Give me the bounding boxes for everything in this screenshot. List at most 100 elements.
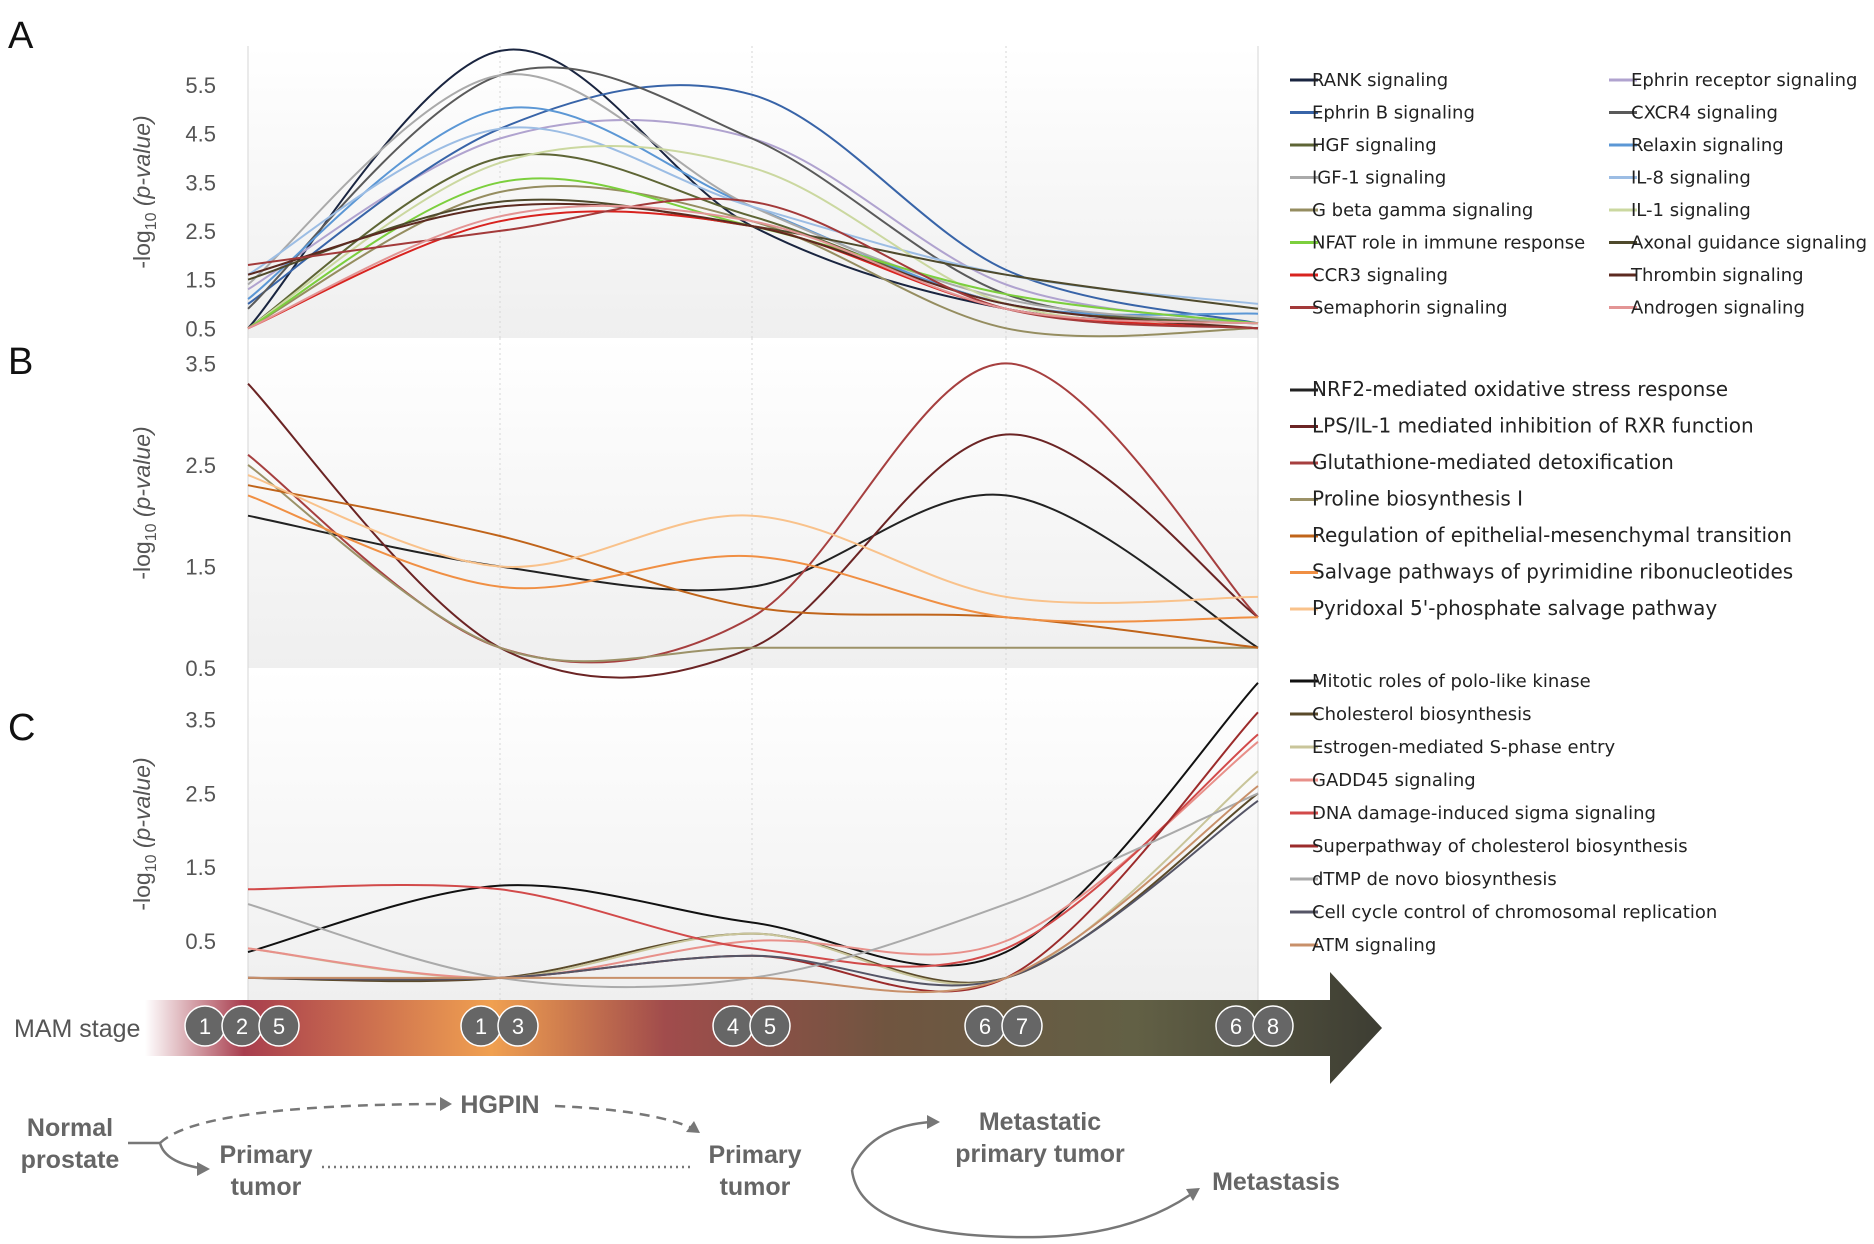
- legend-entry: G beta gamma signaling: [1312, 200, 1533, 221]
- ytick-label: 2.5: [185, 219, 216, 244]
- legend-entry: NRF2-mediated oxidative stress response: [1312, 377, 1728, 401]
- metastatic-branch-arrow: [850, 1120, 931, 1171]
- normal-prostate-label-line1: Normal: [27, 1114, 113, 1142]
- panel-letter-b: B: [8, 341, 33, 383]
- panel-letter-a: A: [8, 15, 34, 57]
- legend-entry: Cell cycle control of chromosomal replic…: [1312, 902, 1717, 923]
- stage-badge-number: 7: [1016, 1014, 1028, 1039]
- series-layer: [247, 48, 1259, 994]
- series-line-b-4: [247, 484, 1259, 649]
- hgpin-arrowhead-out: [686, 1121, 700, 1133]
- series-line-b-3: [247, 464, 1258, 663]
- ytick-label: 3.5: [185, 351, 216, 376]
- stage-badge: [1001, 1005, 1043, 1047]
- stage-badge: [258, 1005, 300, 1047]
- legend-entry: Pyridoxal 5'-phosphate salvage pathway: [1312, 596, 1717, 620]
- ytick-label: 0.5: [185, 929, 216, 954]
- hgpin-label: HGPIN: [460, 1091, 539, 1119]
- stage-badge-number: 1: [475, 1014, 487, 1039]
- stage-badge: [1252, 1005, 1294, 1047]
- legend-entry: Semaphorin signaling: [1312, 298, 1508, 319]
- plot-background-b: [248, 338, 1258, 668]
- stage-badge-number: 3: [512, 1014, 524, 1039]
- metastatic-arrowhead: [927, 1115, 940, 1129]
- panel-letter-c: C: [8, 707, 35, 749]
- legend-entry: Axonal guidance signaling: [1631, 233, 1867, 254]
- progression-diagram: Normal prostate HGPIN Primary tumor Prim…: [21, 1091, 1340, 1239]
- legend-entry: ATM signaling: [1312, 935, 1436, 956]
- legend-entry: HGF signaling: [1312, 135, 1437, 156]
- ytick-label: 3.5: [185, 708, 216, 733]
- plot-background-c: [248, 668, 1258, 1000]
- legend-entry: CXCR4 signaling: [1631, 103, 1778, 124]
- legend-entry: Ephrin B signaling: [1312, 103, 1475, 124]
- hgpin-dashed-arrow-out: [554, 1104, 693, 1130]
- series-line-c-7: [247, 799, 1259, 987]
- ytick-label: 4.5: [185, 122, 216, 147]
- legend-entry: Ephrin receptor signaling: [1631, 70, 1858, 91]
- stage-badge: [749, 1005, 791, 1047]
- ytick-label: 5.5: [185, 73, 216, 98]
- legend-entry: Androgen signaling: [1631, 298, 1805, 319]
- ytick-label: 3.5: [185, 170, 216, 195]
- primary-tumor-1-label-line1: Primary: [219, 1141, 312, 1169]
- y-axis-label: -log10 (p-value): [129, 426, 160, 579]
- axes-layer: A 0.5 1.5 2.5 3.5 4.5 5.5 -log10 (p-value) B 0.5 1…: [8, 15, 216, 954]
- series-line-c-3: [247, 741, 1259, 979]
- ytick-label: 1.5: [185, 554, 216, 579]
- y-axis-label: -log10 (p-value): [129, 757, 160, 910]
- legend-layer: RANK signaling Ephrin receptor signaling E…: [1290, 70, 1867, 956]
- legend-entry: dTMP de novo biosynthesis: [1312, 869, 1557, 890]
- stage-badge-number: 8: [1267, 1014, 1279, 1039]
- series-line-a-2: [247, 84, 1259, 325]
- series-line-c-0: [247, 682, 1259, 967]
- legend-entry: Glutathione-mediated detoxification: [1312, 450, 1674, 474]
- primary-tumor-arrow: [158, 1142, 201, 1170]
- ytick-label: 2.5: [185, 781, 216, 806]
- hgpin-dashed-arrow-in: [159, 1102, 441, 1144]
- stage-badge-number: 6: [979, 1014, 991, 1039]
- legend-entry: Mitotic roles of polo-like kinase: [1312, 671, 1591, 692]
- legend-entry: IL-1 signaling: [1631, 200, 1751, 221]
- legend-entry: NFAT role in immune response: [1312, 233, 1585, 254]
- stage-badge: [497, 1005, 539, 1047]
- legend-entry: IL-8 signaling: [1631, 168, 1751, 189]
- legend-entry: GADD45 signaling: [1312, 770, 1476, 791]
- primary-tumor-2-label-line1: Primary: [708, 1141, 801, 1169]
- legend-entry: Regulation of epithelial-mesenchymal tra…: [1312, 523, 1792, 547]
- series-line-b-6: [247, 474, 1259, 604]
- metastatic-primary-tumor-label-line2: primary tumor: [955, 1140, 1125, 1168]
- metastasis-arrowhead: [1186, 1188, 1200, 1201]
- series-line-b-5: [247, 494, 1259, 623]
- legend-entry: Thrombin signaling: [1630, 265, 1804, 286]
- ytick-label: 0.5: [185, 316, 216, 341]
- legend-entry: Estrogen-mediated S-phase entry: [1312, 737, 1615, 758]
- series-line-b-0: [247, 493, 1259, 649]
- y-axis-label: -log10 (p-value): [129, 115, 160, 268]
- series-line-c-8: [247, 785, 1259, 994]
- legend-entry: RANK signaling: [1312, 70, 1448, 91]
- stage-badge-number: 2: [236, 1014, 248, 1039]
- legend-entry: CCR3 signaling: [1312, 265, 1448, 286]
- primary-tumor-1-label-line2: tumor: [231, 1173, 302, 1201]
- primary-tumor-2-label-line2: tumor: [720, 1173, 791, 1201]
- series-line-c-4: [247, 733, 1259, 968]
- metastasis-branch-arrow: [850, 1169, 1191, 1239]
- plot-background-a: [248, 46, 1258, 338]
- normal-prostate-label-line2: prostate: [21, 1146, 120, 1174]
- legend-entry: Salvage pathways of pyrimidine ribonucle…: [1312, 560, 1793, 584]
- stage-badge-number: 4: [727, 1014, 739, 1039]
- stage-badge-number: 5: [273, 1014, 285, 1039]
- stage-badge-number: 6: [1230, 1014, 1242, 1039]
- stage-label: MAM stage: [14, 1015, 140, 1043]
- legend-entry: IGF-1 signaling: [1312, 168, 1446, 189]
- primary-tumor-arrowhead: [197, 1162, 210, 1176]
- legend-entry: Relaxin signaling: [1631, 135, 1784, 156]
- legend-entry: Superpathway of cholesterol biosynthesis: [1312, 836, 1688, 857]
- stage-badge-number: 5: [764, 1014, 776, 1039]
- legend-entry: Cholesterol biosynthesis: [1312, 704, 1532, 725]
- series-line-a-13: [247, 202, 1259, 330]
